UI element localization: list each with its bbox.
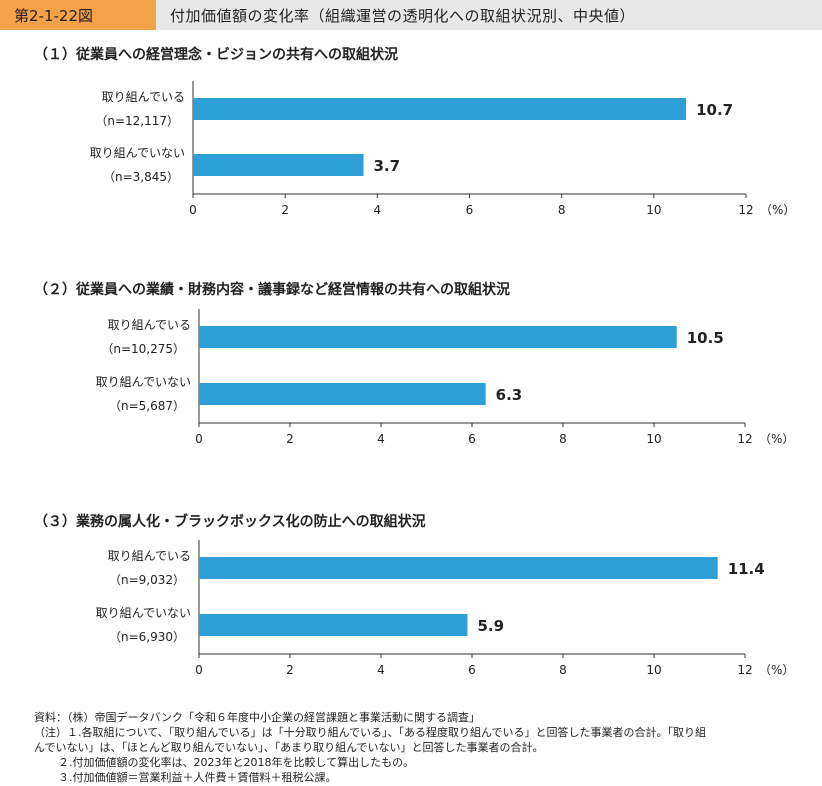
x-tick-label: 10 [646,663,661,677]
x-tick-label: 10 [646,432,661,446]
category-label: 取り組んでいない [96,375,191,389]
figure-header: 第2-1-22図 付加価値額の変化率（組織運営の透明化への取組状況別、中央値） [0,0,822,30]
x-unit-label: （%） [759,663,794,677]
category-label: 取り組んでいる [108,549,191,563]
x-tick-label: 12 [737,432,752,446]
bar [199,383,486,405]
category-label: 取り組んでいない [96,606,191,620]
x-unit-label: （%） [760,203,795,217]
category-label: 取り組んでいる [102,90,185,104]
bar-value-label: 11.4 [728,560,765,578]
x-tick-label: 12 [737,663,752,677]
x-tick-label: 2 [286,663,294,677]
figure-number: 第2-1-22図 [0,0,156,30]
chart-1: 0 2 4 6 8 10 12 （%） 10.7 取り組んでいる （n=12,117） 3.7 取り組ん… [90,81,795,217]
x-unit-label: （%） [759,432,794,446]
bar [193,154,364,176]
note-1a: （注）１.各取組について、「取り組んでいる」は「十分取り組んでいる」、「ある程度… [34,726,706,739]
figure-title: 付加価値額の変化率（組織運営の透明化への取組状況別、中央値） [170,6,636,25]
notes: 資料：（株）帝国データバンク「令和６年度中小企業の経営課題と事業活動に関する調査… [34,710,804,785]
x-tick-label: 8 [559,432,567,446]
x-tick-label: 0 [195,663,203,677]
sample-size-label: （n=6,930） [109,630,185,644]
x-tick-label: 6 [466,203,474,217]
x-tick-label: 0 [189,203,197,217]
bar [193,98,687,120]
x-tick-label: 6 [468,432,476,446]
x-tick-label: 2 [286,432,294,446]
bar [199,326,677,348]
bar [199,557,718,579]
x-tick-label: 12 [738,203,753,217]
bar-value-label: 10.7 [696,101,733,119]
bar-value-label: 3.7 [374,157,401,175]
x-tick-label: 8 [558,203,566,217]
note-2: ２.付加価値額の変化率は、2023年と2018年を比較して算出したもの。 [58,756,415,769]
x-tick-label: 4 [377,663,385,677]
x-tick-label: 4 [374,203,382,217]
bar-value-label: 10.5 [687,329,724,347]
sample-size-label: （n=9,032） [109,573,185,587]
x-tick-label: 10 [646,203,661,217]
bar-value-label: 6.3 [496,386,523,404]
category-label: 取り組んでいない [90,146,185,160]
chart-3: 0 2 4 6 8 10 12 （%） 11.4 取り組んでいる （n=9,032） 5.9 取り組んで… [96,540,794,677]
chart-2: 0 2 4 6 8 10 12 （%） 10.5 取り組んでいる （n=10,275） 6.3 取り組ん… [96,309,794,446]
bar [199,614,468,636]
sample-size-label: （n=12,117） [95,114,179,128]
x-tick-label: 2 [281,203,289,217]
x-tick-label: 6 [468,663,476,677]
chart-1-title: （１）従業員への経営理念・ビジョンの共有への取組状況 [34,47,398,63]
category-label: 取り組んでいる [108,318,191,332]
sample-size-label: （n=5,687） [109,399,185,413]
sample-size-label: （n=10,275） [101,342,185,356]
x-tick-label: 4 [377,432,385,446]
chart-3-title: （３）業務の属人化・ブラックボックス化の防止への取組状況 [34,514,426,530]
note-3: ３.付加価値額＝営業利益＋人件費＋賃借料＋租税公課。 [58,771,337,784]
sample-size-label: （n=3,845） [103,170,179,184]
source-note: 資料：（株）帝国データバンク「令和６年度中小企業の経営課題と事業活動に関する調査… [34,711,481,724]
note-1b: んでいない」は、「ほとんど取り組んでいない」、「あまり取り組んでいない」と回答し… [34,741,544,754]
x-tick-label: 0 [195,432,203,446]
x-tick-label: 8 [559,663,567,677]
chart-2-title: （２）従業員への業績・財務内容・議事録など経営情報の共有への取組状況 [34,282,510,298]
bar-value-label: 5.9 [477,617,504,635]
